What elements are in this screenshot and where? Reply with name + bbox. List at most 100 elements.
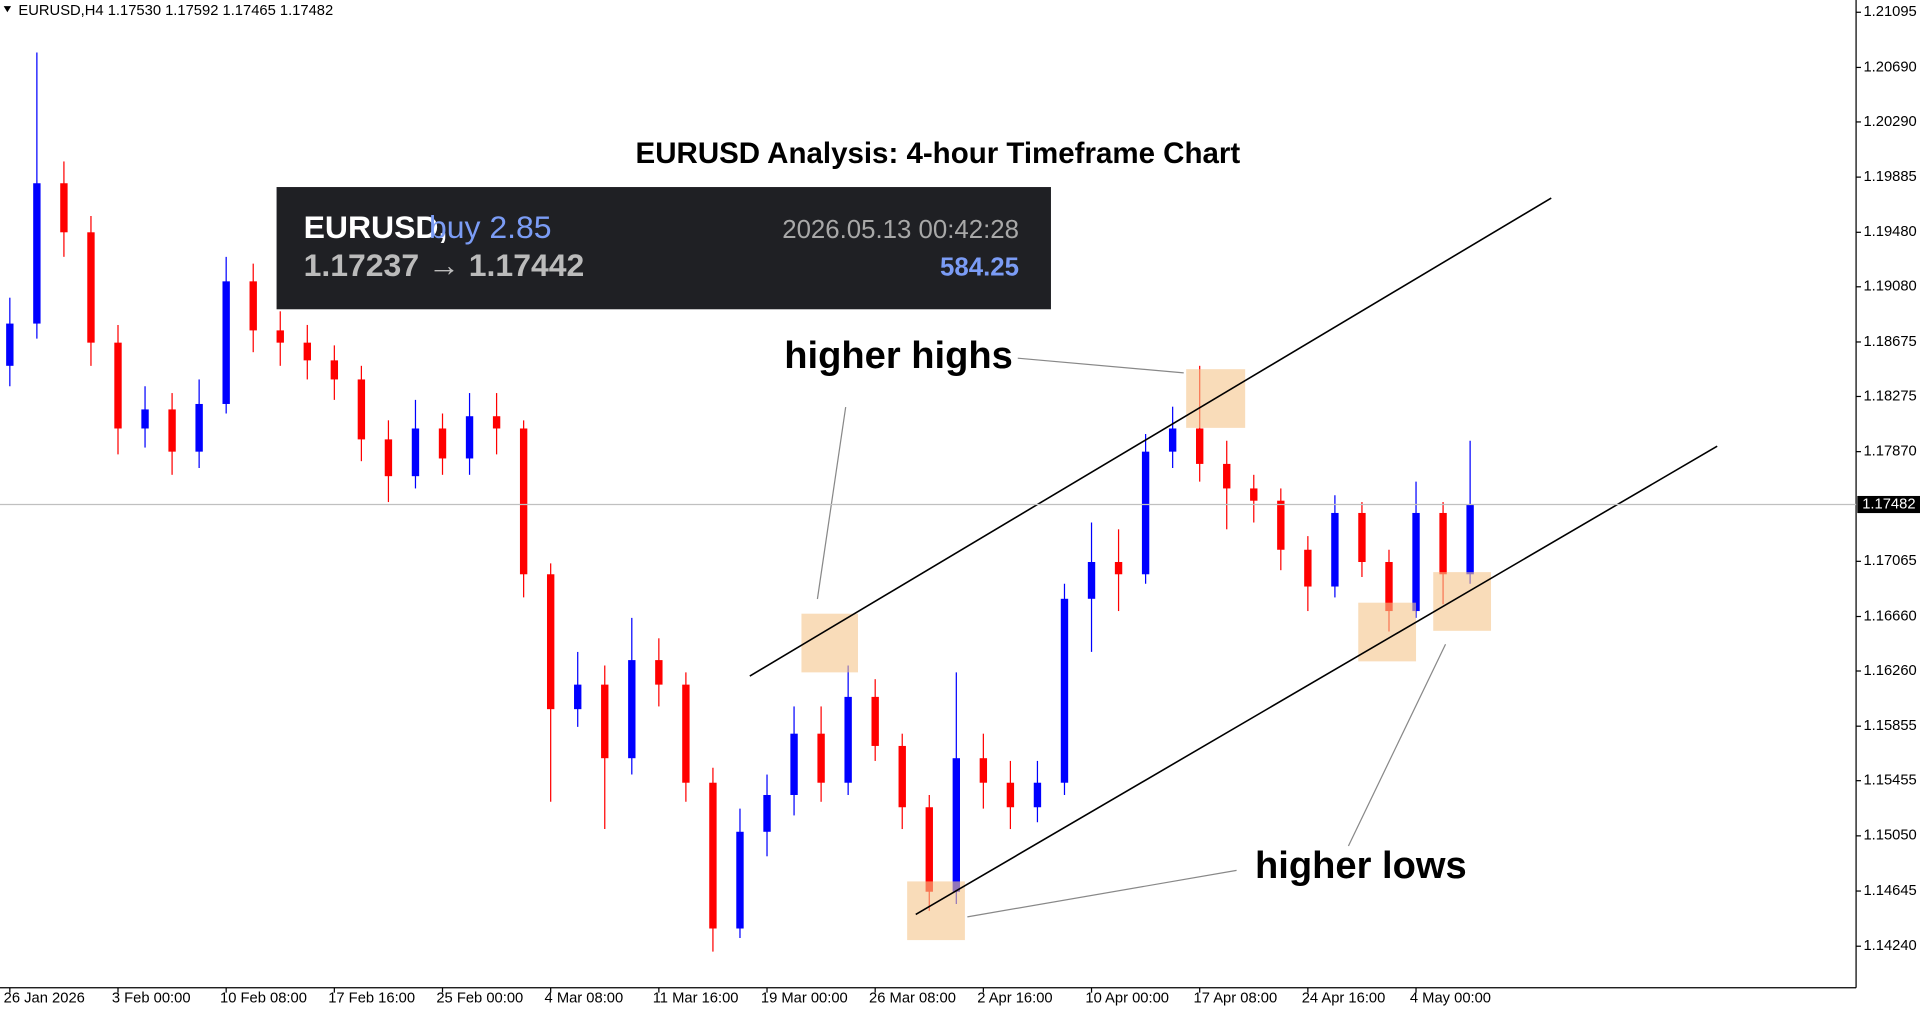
annotation: higher highs xyxy=(784,335,1013,377)
x-tick-label: 2 Apr 16:00 xyxy=(977,991,1052,1007)
y-tick-label: 1.18675 xyxy=(1863,334,1916,350)
highlight-box xyxy=(1433,572,1492,631)
channel-lower xyxy=(915,445,1718,916)
candle-body xyxy=(817,733,825,783)
candle-body xyxy=(952,758,960,892)
candle-body xyxy=(790,733,798,795)
candle-body xyxy=(1277,500,1285,550)
x-tick-label: 25 Feb 00:00 xyxy=(436,991,523,1007)
candle-body xyxy=(168,409,176,452)
x-tick-label: 26 Mar 08:00 xyxy=(869,991,956,1007)
candle-body xyxy=(1033,782,1042,808)
candle-body xyxy=(438,428,447,459)
candle-body xyxy=(411,428,420,477)
y-tick-label: 1.17065 xyxy=(1863,553,1916,569)
candle-body xyxy=(763,794,771,832)
candle-body xyxy=(33,183,41,324)
pointer-line xyxy=(967,869,1237,918)
y-tick-label: 1.15455 xyxy=(1863,773,1916,789)
candle-body xyxy=(979,758,988,783)
y-tick-label: 1.21095 xyxy=(1863,4,1916,20)
x-tick-label: 4 May 00:00 xyxy=(1410,991,1491,1007)
x-tick-label: 10 Feb 08:00 xyxy=(220,991,307,1007)
header-icon xyxy=(3,6,12,13)
y-tick-label: 1.14645 xyxy=(1863,883,1916,899)
candle-body xyxy=(898,745,906,808)
highlight-box xyxy=(1358,602,1417,662)
trade-profit: 584.25 xyxy=(940,254,1019,282)
candle-body xyxy=(87,232,95,343)
y-tick-label: 1.20690 xyxy=(1863,59,1916,75)
candle-body xyxy=(925,807,933,892)
candle-body xyxy=(249,281,257,331)
candle-body xyxy=(519,428,528,575)
candle-body xyxy=(1250,488,1258,501)
x-tick-label: 24 Apr 16:00 xyxy=(1302,991,1386,1007)
candle-body xyxy=(1087,562,1096,599)
candle-body xyxy=(1168,428,1177,452)
x-tick-label: 10 Apr 00:00 xyxy=(1085,991,1169,1007)
candle-body xyxy=(682,684,690,783)
candle-body xyxy=(546,574,555,710)
candle-body xyxy=(357,379,366,440)
candle-body xyxy=(1196,428,1204,464)
candle-body xyxy=(492,416,501,429)
x-tick-label: 17 Apr 08:00 xyxy=(1194,991,1278,1007)
candle-body xyxy=(871,696,879,746)
plot-area xyxy=(6,52,1474,952)
highlight-box xyxy=(801,613,858,673)
y-tick-label: 1.19885 xyxy=(1863,169,1916,185)
candle-body xyxy=(1331,512,1339,587)
candle-body xyxy=(1385,562,1393,612)
candle-body xyxy=(601,684,609,759)
header-text: EURUSD,H4 1.17530 1.17592 1.17465 1.1748… xyxy=(18,3,333,19)
pointer-line xyxy=(816,407,847,600)
y-tick-label: 1.20290 xyxy=(1863,114,1916,130)
y-tick-label: 1.15855 xyxy=(1863,718,1916,734)
candle-body xyxy=(709,782,717,929)
x-tick-label: 26 Jan 2026 xyxy=(4,991,85,1007)
trade-side: buy 2.85 xyxy=(429,209,552,245)
x-tick-label: 19 Mar 00:00 xyxy=(761,991,848,1007)
trade-symbol: EURUSD, xyxy=(304,209,448,245)
candle-body xyxy=(222,281,230,404)
channel-upper xyxy=(749,197,1552,677)
y-tick-label: 1.16260 xyxy=(1863,663,1916,679)
x-tick-label: 11 Mar 16:00 xyxy=(653,991,739,1007)
candle-body xyxy=(736,831,744,929)
y-tick-label: 1.17870 xyxy=(1863,444,1916,460)
current-price-box xyxy=(1857,495,1920,514)
candle-body xyxy=(276,330,284,343)
candle-body xyxy=(655,660,663,685)
y-tick-label: 1.14240 xyxy=(1863,938,1916,954)
candle-body xyxy=(114,342,122,429)
annotation: higher lows xyxy=(1255,845,1467,887)
x-tick-label: 17 Feb 16:00 xyxy=(328,991,415,1007)
candle-body xyxy=(330,360,339,380)
candle-body xyxy=(1006,782,1015,808)
candle-body xyxy=(1141,451,1150,575)
y-tick-label: 1.19480 xyxy=(1863,224,1916,240)
candle-body xyxy=(1439,512,1447,575)
candle-body xyxy=(60,183,68,233)
candle-body xyxy=(628,660,636,759)
trade-prices: 1.17237 → 1.17442 xyxy=(304,247,585,283)
y-tick-label: 1.15050 xyxy=(1863,828,1916,844)
current-price-label: 1.17482 xyxy=(1862,496,1915,512)
chart-title: EURUSD Analysis: 4-hour Timeframe Chart xyxy=(636,137,1241,170)
candle-body xyxy=(1060,598,1069,783)
candle-body xyxy=(1466,504,1474,575)
pointer-lines xyxy=(816,357,1447,918)
trade-box xyxy=(276,187,1051,310)
y-tick-label: 1.19080 xyxy=(1863,279,1916,295)
pointer-line xyxy=(1017,357,1184,374)
y-tick-label: 1.16660 xyxy=(1863,608,1916,624)
candle-body xyxy=(1358,512,1366,563)
candle-body xyxy=(1304,549,1312,587)
trade-time: 2026.05.13 00:42:28 xyxy=(782,216,1019,244)
candle-body xyxy=(141,409,149,429)
y-tick-label: 1.18275 xyxy=(1863,388,1916,404)
candle-body xyxy=(844,696,852,783)
candle-body xyxy=(303,342,311,361)
